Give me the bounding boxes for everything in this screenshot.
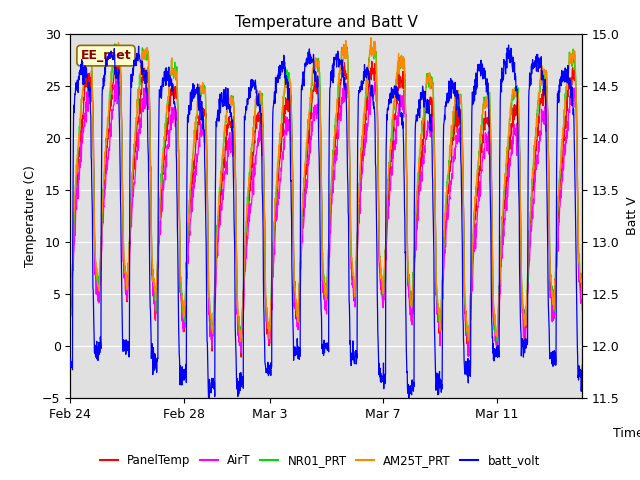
Title: Temperature and Batt V: Temperature and Batt V [235,15,418,30]
X-axis label: Time: Time [613,427,640,440]
Y-axis label: Batt V: Batt V [625,197,639,235]
Text: EE_met: EE_met [81,49,131,62]
Y-axis label: Temperature (C): Temperature (C) [24,165,36,267]
Legend: PanelTemp, AirT, NR01_PRT, AM25T_PRT, batt_volt: PanelTemp, AirT, NR01_PRT, AM25T_PRT, ba… [95,449,545,472]
